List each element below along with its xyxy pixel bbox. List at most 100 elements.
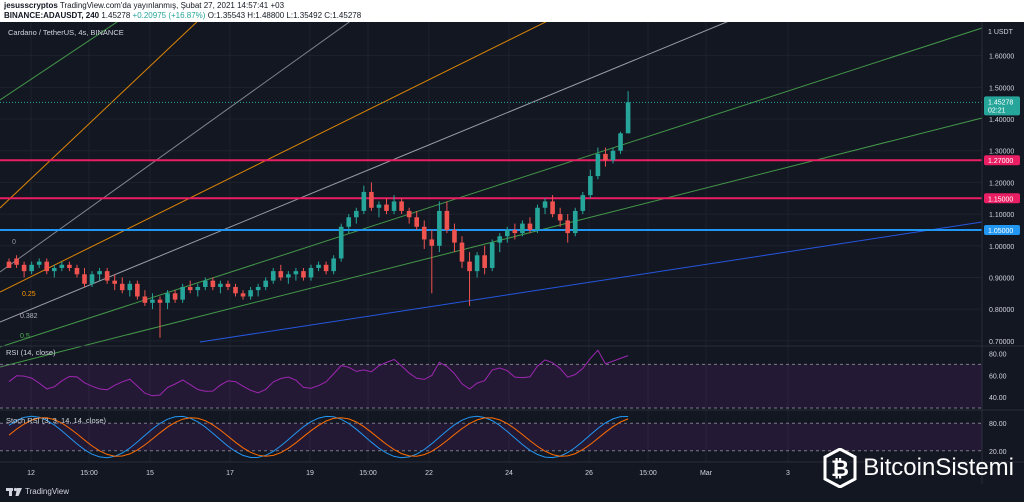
time-tick-label: 17 bbox=[226, 470, 234, 477]
candle bbox=[603, 153, 608, 161]
candle bbox=[595, 153, 601, 177]
time-tick-label: 22 bbox=[425, 470, 433, 477]
candle bbox=[565, 220, 570, 234]
candle bbox=[225, 283, 231, 287]
current-price-tag bbox=[984, 96, 1020, 116]
time-tick-label: 26 bbox=[585, 470, 593, 477]
candle bbox=[452, 229, 457, 243]
candle bbox=[459, 242, 465, 262]
candle bbox=[21, 264, 27, 272]
price-tick-label: 1.30000 bbox=[989, 149, 1014, 156]
bar-countdown: 02:21 bbox=[988, 107, 1006, 114]
trend-channel-line bbox=[0, 117, 983, 368]
candle bbox=[542, 201, 548, 208]
candle bbox=[157, 299, 163, 303]
price-tick-label: 1.00000 bbox=[989, 244, 1014, 251]
candle bbox=[67, 264, 72, 268]
stoch-band bbox=[0, 423, 982, 451]
tradingview-logo-icon bbox=[6, 487, 22, 496]
candle bbox=[512, 229, 518, 234]
time-tick-label: 24 bbox=[505, 470, 513, 477]
candle bbox=[119, 283, 125, 291]
candle bbox=[218, 283, 223, 287]
current-price-label: 1.45278 bbox=[988, 99, 1013, 106]
time-tick-label: 12 bbox=[27, 470, 35, 477]
tradingview-label: TradingView bbox=[25, 487, 70, 496]
pane-title: Cardano / TetherUS, 4s, BINANCE bbox=[8, 28, 124, 37]
candle bbox=[580, 195, 586, 211]
tradingview-brand[interactable]: TradingView bbox=[6, 487, 69, 496]
candle bbox=[210, 280, 216, 287]
price-tick-label: 1.50000 bbox=[989, 85, 1014, 92]
candle bbox=[127, 283, 133, 291]
candle bbox=[625, 102, 631, 134]
stoch-title: Stoch RSI (3, 3, 14, 14, close) bbox=[6, 416, 107, 425]
candle bbox=[391, 201, 397, 211]
watermark-text: BitcoinSistemi bbox=[863, 454, 1014, 481]
candle bbox=[588, 176, 593, 196]
candle bbox=[150, 299, 155, 303]
candle bbox=[14, 258, 19, 265]
candle bbox=[59, 264, 65, 268]
candle bbox=[172, 293, 178, 300]
trend-channel-line bbox=[0, 22, 351, 273]
candle bbox=[316, 264, 321, 268]
candle bbox=[376, 204, 382, 208]
candle bbox=[104, 271, 110, 281]
candle bbox=[203, 280, 208, 287]
time-tick-label: 19 bbox=[306, 470, 314, 477]
price-tick-label: 0.80000 bbox=[989, 307, 1014, 314]
price-level-tag-label: 1.15000 bbox=[988, 196, 1013, 203]
candle bbox=[135, 283, 140, 297]
price-level-tag bbox=[984, 224, 1020, 235]
candle bbox=[399, 201, 404, 211]
candle bbox=[142, 296, 148, 303]
candle bbox=[180, 286, 185, 300]
trend-channel-line bbox=[199, 221, 983, 343]
candle bbox=[165, 293, 170, 303]
candle bbox=[346, 217, 352, 227]
candle bbox=[293, 271, 299, 275]
candle bbox=[82, 274, 87, 284]
candle bbox=[414, 217, 419, 227]
candle bbox=[29, 264, 34, 272]
trend-channel-line bbox=[0, 22, 198, 209]
publish-date: TradingView.com'da yayınlanmış, Şubat 27… bbox=[59, 1, 285, 10]
candle bbox=[6, 261, 12, 268]
candle bbox=[437, 210, 442, 246]
candle bbox=[489, 242, 495, 268]
price-chart[interactable]: 0 0.25 0.382 0.5 Cardano / TetherUS, 4s, BIN… bbox=[0, 22, 1024, 484]
footer: TradingView bbox=[0, 484, 1024, 502]
price-tick-label: 0.70000 bbox=[989, 339, 1014, 346]
candle bbox=[520, 223, 525, 234]
stoch-d-line bbox=[8, 417, 629, 457]
candle bbox=[255, 286, 261, 291]
publish-line: jesusscryptos TradingView.com'da yayınla… bbox=[4, 1, 284, 10]
candle bbox=[550, 201, 555, 215]
candle bbox=[429, 239, 435, 246]
candle bbox=[527, 223, 533, 230]
candle bbox=[248, 290, 253, 297]
candle bbox=[557, 214, 563, 221]
candle bbox=[89, 274, 95, 284]
candle bbox=[354, 210, 359, 218]
watermark: ₿ BitcoinSistemi bbox=[823, 448, 1014, 488]
candle bbox=[270, 271, 276, 281]
time-tick-label: 15:00 bbox=[639, 470, 657, 477]
candle bbox=[338, 226, 344, 259]
candle bbox=[52, 267, 57, 272]
price-level-tag-label: 1.05000 bbox=[988, 228, 1013, 235]
candle bbox=[187, 286, 193, 291]
time-tick-label: 15 bbox=[146, 470, 154, 477]
trend-channel-line bbox=[0, 22, 547, 293]
fib-level-label: 0.382 bbox=[20, 313, 38, 320]
author-name[interactable]: jesusscryptos bbox=[4, 1, 58, 10]
candle bbox=[112, 280, 117, 284]
candle bbox=[195, 286, 201, 291]
price-tick-label: 0.90000 bbox=[989, 275, 1014, 282]
ohlc: O:1.35543 H:1.48800 L:1.35492 C:1.45278 bbox=[207, 11, 362, 20]
price-level-tag bbox=[984, 193, 1020, 204]
trend-channel-line bbox=[0, 22, 118, 101]
candle bbox=[323, 264, 329, 272]
candle bbox=[97, 271, 102, 275]
